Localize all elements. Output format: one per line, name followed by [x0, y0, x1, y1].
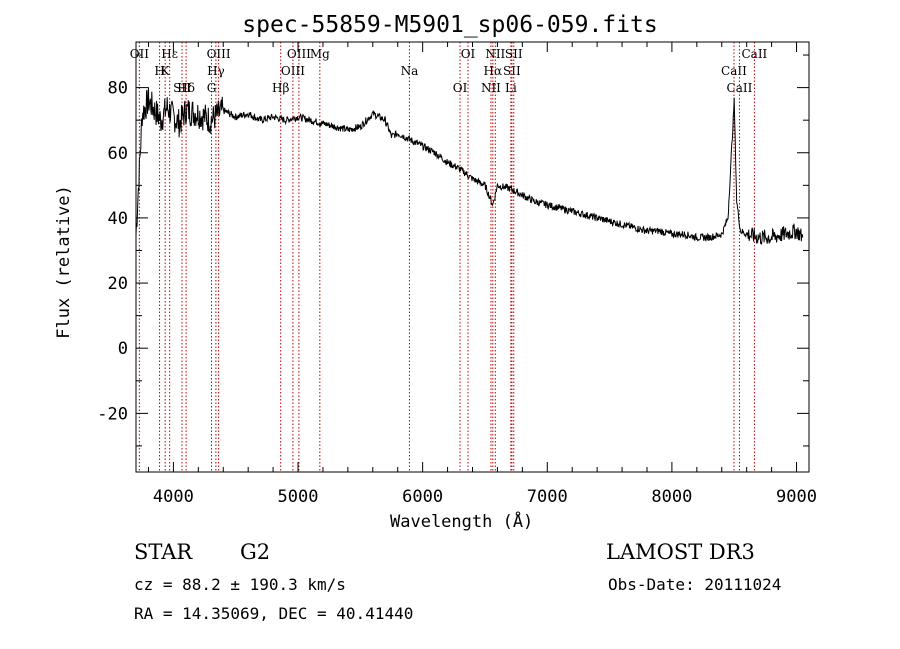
line-marker-label: CaII: [721, 64, 747, 78]
line-marker-label: OIII: [281, 64, 305, 78]
line-marker-label: CaII: [741, 47, 767, 61]
x-tick-label: 8000: [651, 487, 692, 507]
y-tick-label: 40: [108, 209, 128, 229]
line-marker-label: SII: [505, 47, 523, 61]
line-marker-label: G: [207, 81, 217, 95]
line-marker-label: Li: [505, 81, 517, 95]
observation-date: Obs-Date: 20111024: [608, 575, 782, 594]
line-marker-label: OIII: [287, 47, 311, 61]
line-marker-label: CaII: [727, 81, 753, 95]
plot-frame: [135, 41, 810, 473]
coordinates: RA = 14.35069, DEC = 40.41440: [134, 604, 414, 623]
line-marker-label: SII: [173, 81, 191, 95]
line-marker-label: Hα: [484, 64, 503, 78]
line-marker-label: Hγ: [207, 64, 225, 78]
x-tick-label: 7000: [527, 487, 568, 507]
x-tick-label: 5000: [278, 487, 319, 507]
line-marker-label: OIII: [207, 47, 231, 61]
y-axis-label: Flux (relative): [54, 185, 74, 339]
line-marker-label: Na: [401, 64, 419, 78]
survey-name: LAMOST DR3: [606, 540, 755, 564]
line-marker-label: NII: [485, 47, 505, 61]
redshift-velocity: cz = 88.2 ± 190.3 km/s: [134, 575, 346, 594]
line-marker-label: OI: [461, 47, 476, 61]
line-marker-label: K: [161, 64, 171, 78]
x-tick-label: 4000: [153, 487, 194, 507]
y-tick-label: 0: [118, 339, 128, 359]
line-marker-label: OI: [453, 81, 468, 95]
chart-title: spec-55859-M5901_sp06-059.fits: [242, 12, 658, 38]
axes: 4000 5000 6000 7000 8000 9000 -20 0 20 40 60 80: [97, 41, 817, 507]
line-marker-label: OII: [130, 47, 150, 61]
x-axis-label: Wavelength (Å): [390, 512, 534, 532]
object-class: STAR: [134, 540, 193, 564]
y-tick-label: 60: [108, 144, 128, 164]
y-tick-label: 80: [108, 79, 128, 99]
line-marker-label: NII: [481, 81, 501, 95]
x-tick-label: 9000: [776, 487, 817, 507]
spectrum-series-line: [135, 87, 804, 246]
x-tick-label: 6000: [402, 487, 443, 507]
line-marker-label: Hβ: [272, 81, 289, 95]
line-marker-label: Hε: [161, 47, 178, 61]
line-markers: HεKHδOIIHSIIOIIIHγGOIIIOIIIHβMgNaOIOIHαN…: [130, 42, 768, 472]
line-marker-label: Mg: [310, 47, 330, 61]
y-tick-label: 20: [108, 274, 128, 294]
object-subclass: G2: [240, 540, 271, 564]
line-marker-label: H: [154, 64, 164, 78]
y-tick-label: -20: [97, 404, 128, 424]
line-marker-label: SII: [503, 64, 521, 78]
